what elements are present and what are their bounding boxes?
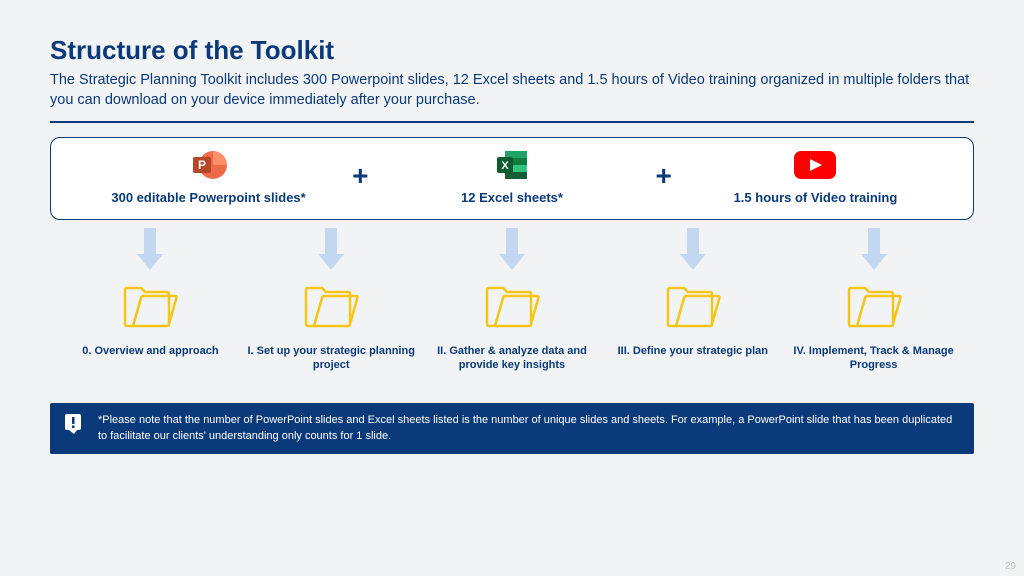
component-powerpoint: P 300 editable Powerpoint slides* [71,148,346,205]
folder-icon [247,274,416,330]
arrow-down-icon [135,228,165,270]
folder-icon [608,274,777,330]
component-excel: X 12 Excel sheets* [374,148,649,205]
page-number: 29 [1005,561,1016,572]
arrow-down-icon [859,228,889,270]
excel-label: 12 Excel sheets* [374,190,649,205]
component-video: 1.5 hours of Video training [678,148,953,205]
youtube-icon [678,148,953,182]
svg-text:P: P [198,158,206,172]
folders-row: 0. Overview and approach I. Set up your … [50,274,974,374]
note-icon [64,413,86,435]
video-label: 1.5 hours of Video training [678,190,953,205]
folder-label: II. Gather & analyze data and provide ke… [428,344,597,374]
folder-label: 0. Overview and approach [66,344,235,359]
arrow-down-icon [497,228,527,270]
arrow-down-icon [678,228,708,270]
folder-icon [428,274,597,330]
svg-text:X: X [501,160,509,172]
plus-icon: + [650,160,678,192]
arrow-down-icon [316,228,346,270]
arrows-row [50,228,974,270]
folder-item: II. Gather & analyze data and provide ke… [422,274,603,374]
excel-icon: X [374,148,649,182]
components-box: P 300 editable Powerpoint slides* + X 12… [50,137,974,220]
powerpoint-label: 300 editable Powerpoint slides* [71,190,346,205]
folder-item: IV. Implement, Track & Manage Progress [783,274,964,374]
folder-label: IV. Implement, Track & Manage Progress [789,344,958,374]
powerpoint-icon: P [71,148,346,182]
folder-label: I. Set up your strategic planning projec… [247,344,416,374]
folder-item: 0. Overview and approach [60,274,241,374]
folder-icon [66,274,235,330]
footnote-text: *Please note that the number of PowerPoi… [98,413,960,444]
folder-label: III. Define your strategic plan [608,344,777,359]
plus-icon: + [346,160,374,192]
folder-item: III. Define your strategic plan [602,274,783,374]
folder-item: I. Set up your strategic planning projec… [241,274,422,374]
slide-subtitle: The Strategic Planning Toolkit includes … [50,70,974,111]
divider [50,121,974,123]
slide-title: Structure of the Toolkit [50,35,974,66]
footnote-bar: *Please note that the number of PowerPoi… [50,403,974,454]
folder-icon [789,274,958,330]
